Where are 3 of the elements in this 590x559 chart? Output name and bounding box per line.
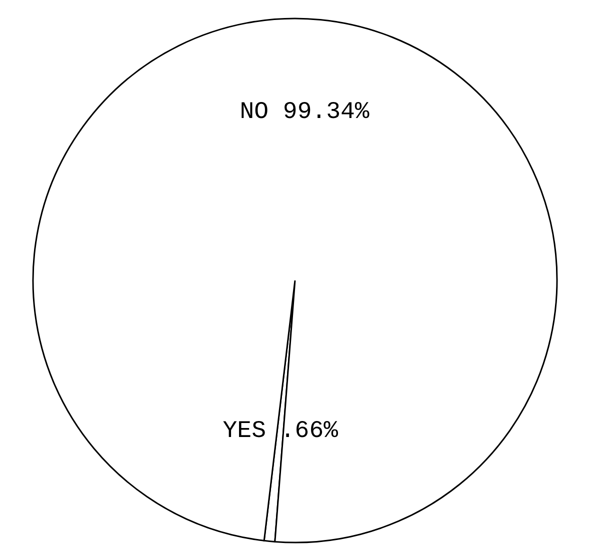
slice-label: YES .66% bbox=[222, 418, 339, 445]
slice-label: NO 99.34% bbox=[240, 98, 370, 126]
pie-slice bbox=[32, 18, 558, 543]
